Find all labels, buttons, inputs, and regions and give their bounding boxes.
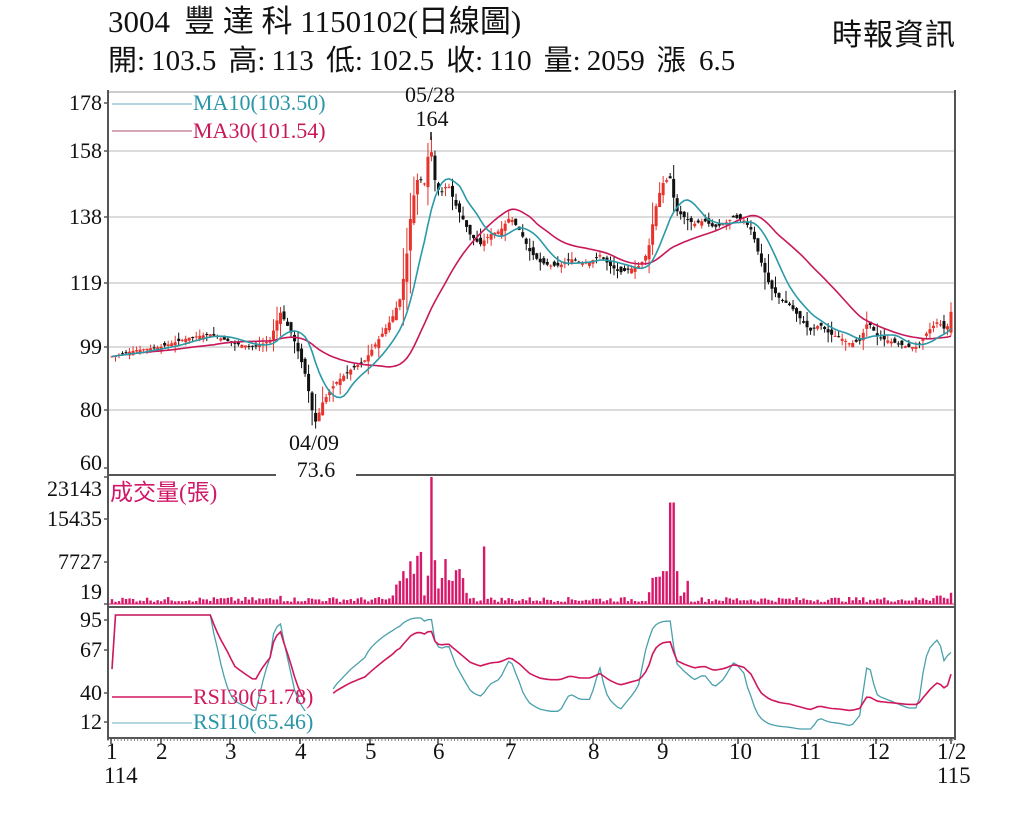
x-year-start: 114	[104, 763, 138, 788]
price-tick-label: 119	[69, 270, 102, 295]
moving-averages	[111, 177, 952, 399]
ohlc-summary: 開: 103.5 高: 113 低: 102.5 收: 110 量: 2059 漲 6.5	[108, 44, 747, 78]
rsi-tick-label: 67	[80, 637, 102, 662]
price-tick-label: 178	[69, 90, 102, 115]
rsi30-legend: RSI30(51.78)	[193, 684, 314, 709]
low-value-annotation: 73.6	[276, 459, 356, 481]
chart-date: 1150102	[300, 4, 408, 39]
x-tick-label: 9	[657, 739, 669, 764]
change-value: 漲 6.5	[656, 45, 736, 77]
x-tick-label: 12	[867, 739, 890, 764]
x-tick-label: 1	[106, 739, 118, 764]
close-value: 收: 110	[446, 45, 532, 77]
chart-title: 3004 豐 達 科 1150102(日線圖)	[108, 4, 521, 40]
x-tick-label: 4	[295, 739, 307, 764]
ma30-legend: MA30(101.54)	[193, 118, 326, 143]
rsi-tick-label: 95	[80, 607, 102, 632]
high-date-annotation: 05/28	[404, 82, 456, 107]
ma10-legend: MA10(103.50)	[193, 90, 326, 115]
volume-bars	[108, 477, 955, 605]
x-year-end: 115	[937, 763, 971, 788]
volume-value: 量: 2059	[543, 45, 645, 77]
open-value: 開: 103.5	[108, 45, 217, 77]
x-tick-label: 3	[225, 739, 237, 764]
x-tick-label: 11	[799, 739, 822, 764]
volume-tick-label: 23143	[47, 476, 102, 501]
volume-tick-label: 7727	[58, 549, 102, 574]
stock-name: 豐 達 科	[184, 4, 293, 39]
x-tick-label: 7	[505, 739, 517, 764]
price-tick-label: 99	[80, 334, 102, 359]
chart-frame	[104, 90, 956, 744]
brand-label: 時報資訊	[832, 18, 956, 53]
price-tick-label: 80	[80, 397, 102, 422]
rsi-tick-label: 12	[80, 709, 102, 734]
high-value-annotation: 164	[415, 106, 449, 131]
x-tick-label: 2	[156, 739, 168, 764]
low-date-annotation: 04/09	[288, 430, 340, 455]
price-tick-label: 60	[80, 450, 102, 475]
rsi-tick-label: 40	[80, 680, 102, 705]
rsi10-legend: RSI10(65.46)	[193, 709, 314, 734]
volume-tick-label: 19	[80, 579, 102, 604]
high-value: 高: 113	[228, 45, 314, 77]
stock-code: 3004	[108, 4, 170, 39]
x-tick-label: 10	[729, 739, 752, 764]
x-tick-label: 5	[365, 739, 377, 764]
legend-lines	[112, 103, 192, 724]
price-tick-label: 138	[69, 204, 102, 229]
candlesticks	[110, 132, 953, 429]
rsi-lines	[111, 614, 952, 730]
volume-tick-label: 15435	[47, 506, 102, 531]
x-tick-label: 1/2	[937, 739, 967, 764]
x-tick-label: 6	[433, 739, 445, 764]
chart-type: (日線圖)	[407, 4, 522, 39]
x-tick-label: 8	[588, 739, 600, 764]
price-tick-label: 158	[69, 138, 102, 163]
volume-title: 成交量(張)	[110, 480, 218, 505]
low-value: 低: 102.5	[325, 45, 435, 77]
